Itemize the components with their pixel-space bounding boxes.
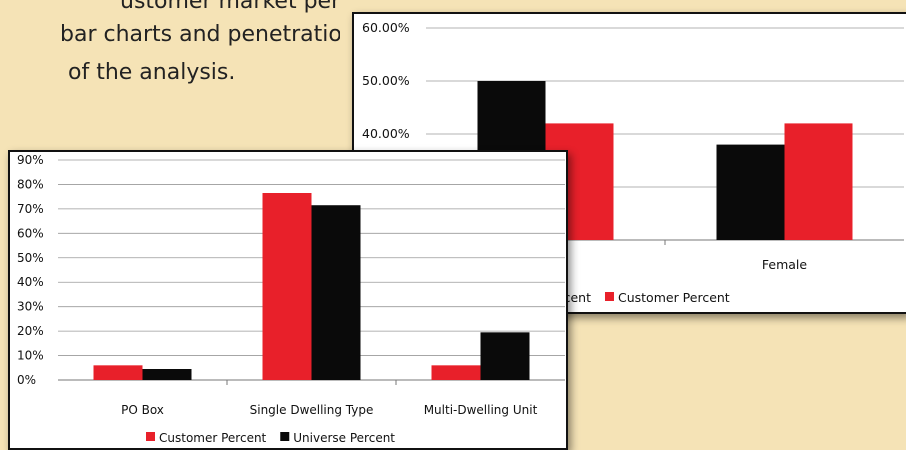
legend-label: Customer Percent xyxy=(618,290,730,305)
y-tick-label: 0% xyxy=(17,373,36,387)
y-tick-label: 40.00% xyxy=(362,126,410,141)
legend-swatch xyxy=(604,292,614,301)
x-tick-label: Multi-Dwelling Unit xyxy=(424,403,538,417)
y-tick-label: 50% xyxy=(17,251,44,265)
dwelling-chart: 0% 10% 20% 30% 40% 50% 60% 70% 80% 90% PO Box Singl… xyxy=(17,153,565,445)
bar-universe-percent-multi-dwelling-unit xyxy=(480,332,530,380)
dwelling-chart-panel: 0% 10% 20% 30% 40% 50% 60% 70% 80% 90% PO Box Singl… xyxy=(8,150,568,450)
y-tick-label: 20% xyxy=(17,324,44,338)
bar-universe-percent-female xyxy=(716,144,785,240)
y-tick-label: 30% xyxy=(17,300,44,314)
legend-swatch xyxy=(146,432,155,441)
intro-line: of the analysis. xyxy=(68,60,236,85)
y-tick-label: 90% xyxy=(17,153,44,167)
y-tick-label: 10% xyxy=(17,349,44,363)
intro-line: bar charts and penetration xyxy=(60,22,340,47)
bar-universe-percent-single-dwelling-type xyxy=(311,205,361,380)
y-tick-label: 50.00% xyxy=(362,73,410,88)
y-tick-label: 40% xyxy=(17,275,44,289)
y-tick-label: 60.00% xyxy=(362,20,410,35)
intro-text: ustomer market penetration. bar charts a… xyxy=(0,0,340,110)
intro-line: ustomer market penetration. xyxy=(120,0,340,14)
x-tick-label: Female xyxy=(762,257,808,272)
bar-customer-percent-single-dwelling-type xyxy=(262,193,312,380)
legend-label: Customer Percent xyxy=(159,431,267,445)
legend: Customer Percent Universe Percent xyxy=(146,431,395,445)
x-tick-label: PO Box xyxy=(121,403,164,417)
y-tick-label: 60% xyxy=(17,226,44,240)
y-tick-label: 80% xyxy=(17,177,44,191)
y-tick-label: 70% xyxy=(17,202,44,216)
legend-swatch xyxy=(280,432,290,441)
bar-customer-percent-po-box xyxy=(93,365,143,380)
bar-customer-percent-female xyxy=(784,123,853,240)
bar-universe-percent-po-box xyxy=(142,369,192,380)
legend-label: Universe Percent xyxy=(293,431,395,445)
bar-customer-percent-multi-dwelling-unit xyxy=(431,365,481,380)
x-tick-label: Single Dwelling Type xyxy=(250,403,374,417)
